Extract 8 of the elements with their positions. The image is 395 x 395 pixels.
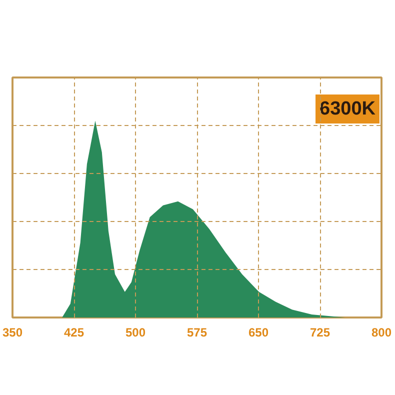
x-tick-label: 350 xyxy=(2,326,23,340)
x-tick-label: 800 xyxy=(371,326,392,340)
x-tick-label: 500 xyxy=(125,326,146,340)
x-tick-label: 425 xyxy=(64,326,84,340)
x-tick-label: 725 xyxy=(310,326,330,340)
x-tick-label: 575 xyxy=(186,326,208,340)
x-tick-label: 650 xyxy=(248,326,269,340)
text: 6300K xyxy=(320,98,376,120)
